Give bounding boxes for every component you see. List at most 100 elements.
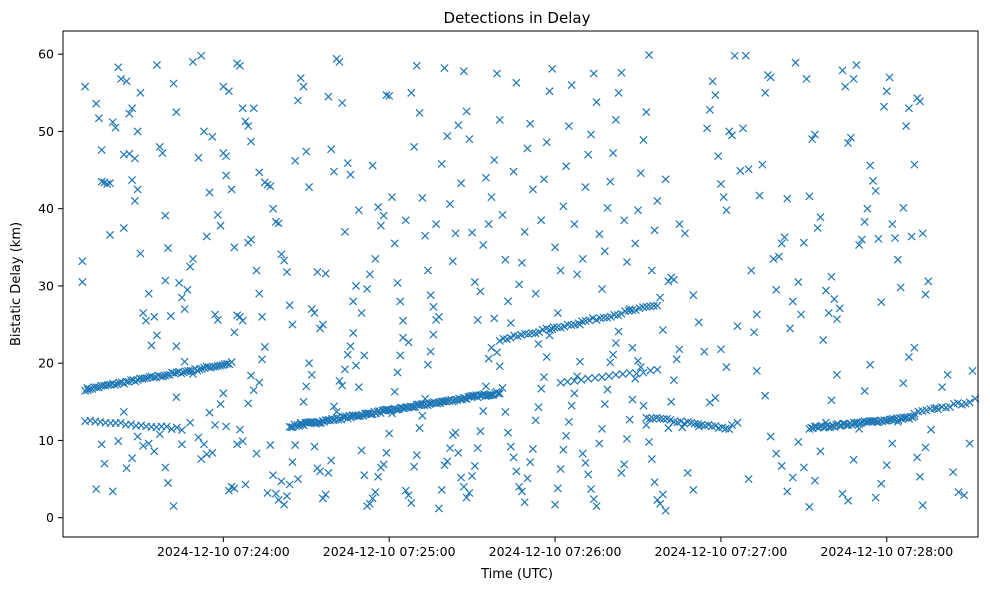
detection-marker [222,422,231,431]
detection-marker [126,420,135,429]
detection-marker [451,428,460,437]
detection-marker [603,203,612,212]
detection-marker [606,358,615,367]
detection-marker [349,329,358,338]
detection-marker [410,142,419,151]
detection-marker [357,446,366,455]
detection-marker [172,393,181,402]
detection-marker [542,138,551,147]
detection-marker [589,69,598,78]
detection-marker [362,409,371,418]
detection-marker [457,473,466,482]
detection-marker [418,411,427,420]
detection-marker [313,268,322,277]
detection-marker [515,482,524,491]
detection-marker [707,422,716,431]
detection-marker [418,193,427,202]
detection-marker [631,374,640,383]
detection-marker [645,437,654,447]
detection-marker [882,461,891,470]
detection-marker [172,108,181,117]
x-tick-label: 2024-12-10 07:25:00 [323,544,456,559]
detection-marker [539,175,549,184]
detection-marker [318,494,327,503]
detection-marker [244,399,253,408]
detection-marker [94,114,103,123]
detection-marker [799,238,808,247]
detection-marker [835,421,844,430]
detection-marker [269,204,278,213]
detection-marker [868,176,877,185]
detection-marker [553,323,562,332]
detection-marker [219,389,228,398]
detection-marker [633,356,643,365]
detection-marker [551,500,560,509]
detection-marker [365,270,374,279]
detection-marker [653,301,662,310]
detection-marker [401,216,410,225]
x-tick-label: 2024-12-10 07:27:00 [655,544,788,559]
detection-marker [534,339,543,348]
detection-marker [139,441,148,450]
detection-marker [844,496,853,505]
detection-marker [504,297,513,306]
detection-marker [177,440,186,449]
detection-marker [316,467,325,476]
detection-marker [617,468,626,477]
detection-marker [539,373,549,382]
detection-marker [470,461,479,470]
detection-marker [332,407,341,416]
detection-marker [387,193,396,202]
detection-marker [321,269,330,278]
detection-marker [114,63,123,72]
detection-marker [609,350,618,359]
detection-marker [230,484,239,493]
detection-marker [645,50,654,59]
detection-marker [689,485,698,494]
detection-marker [535,328,544,337]
detection-marker [194,433,203,442]
detection-marker [310,442,319,451]
detection-marker [888,220,897,229]
detection-marker [647,266,656,275]
detection-marker [398,333,408,342]
detection-marker [111,123,120,132]
detection-marker [274,495,283,504]
detection-marker [766,73,775,82]
detection-marker [353,412,362,421]
detection-marker [915,97,924,106]
detection-marker [506,318,515,328]
detection-marker [432,220,441,229]
detection-marker [83,383,92,392]
detection-marker [893,255,902,264]
detection-marker [855,424,864,433]
detection-marker [401,403,410,412]
detection-marker [324,92,333,101]
detection-marker [777,461,786,470]
detection-marker [468,471,477,480]
detection-marker [255,168,264,177]
detection-marker [473,444,482,453]
detection-marker [318,320,327,329]
detection-marker [155,430,164,439]
detection-marker [877,479,886,488]
detection-marker [899,203,908,212]
detection-marker [816,447,825,456]
detection-marker [490,155,499,165]
detection-marker [545,87,554,96]
detection-marker [368,161,377,170]
detection-marker [658,325,667,334]
detection-marker [589,495,598,504]
detection-marker [133,127,142,136]
detection-marker [136,88,145,97]
detection-marker [244,238,253,247]
detection-marker [680,229,690,238]
detection-marker [609,149,618,158]
detection-marker [139,308,148,317]
detection-marker [211,310,220,319]
detection-marker [578,449,587,458]
detection-marker [382,91,391,100]
detection-marker [656,293,665,302]
detection-marker [520,329,529,338]
detection-marker [838,66,847,75]
